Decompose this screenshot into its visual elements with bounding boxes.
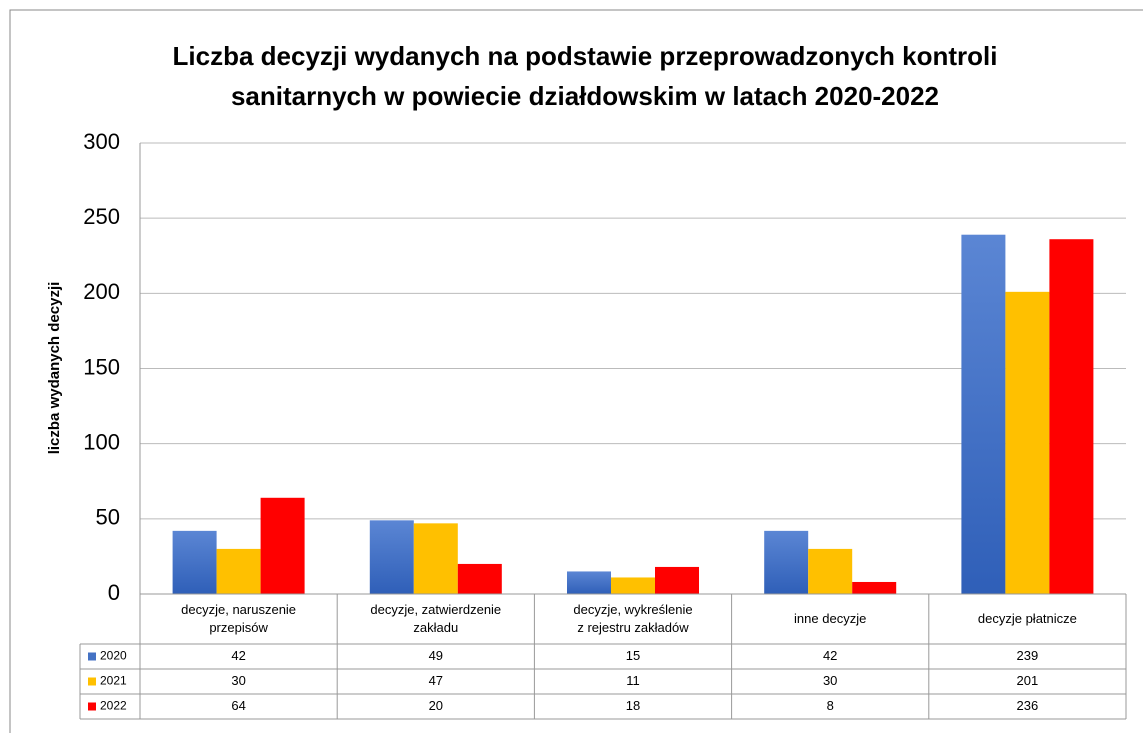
table-value: 8 [827,698,834,713]
y-tick-label: 250 [83,204,120,229]
table-value: 236 [1017,698,1039,713]
bar [172,530,217,594]
table-value: 239 [1017,648,1039,663]
table-value: 11 [626,673,640,688]
table-value: 42 [231,648,245,663]
table-value: 15 [626,648,640,663]
y-tick-label: 100 [83,429,120,454]
x-tick-label: decyzje, naruszenie przepisów [181,602,297,635]
bar [764,530,809,594]
x-tick-label: inne decyzje [794,611,867,626]
table-value: 47 [429,673,443,688]
bar [961,234,1006,594]
bar [567,571,611,594]
bar [369,520,414,594]
y-tick-label: 200 [83,279,120,304]
frame [9,9,1143,733]
table-value: 30 [231,673,245,688]
bar [808,548,853,594]
chart-title: Liczba decyzji wydanych na podstawie prz… [172,41,998,111]
table-value: 49 [429,648,443,663]
bar [260,497,305,594]
bar [655,566,699,594]
y-tick-label: 50 [96,505,120,530]
legend-swatch [88,677,96,686]
y-tick-label: 300 [83,129,120,154]
legend-label: 2020 [100,649,127,663]
bar [1005,291,1050,594]
legend-label: 2022 [100,699,127,713]
x-tick-label: decyzje płatnicze [977,611,1077,626]
y-tick-label: 150 [83,354,120,379]
x-tick-label: decyzje, zatwierdzenie zakładu [370,602,502,635]
x-tick-label: decyzje, wykreślenie z rejestru zakładów [573,602,693,635]
table-value: 201 [1017,673,1039,688]
bar [413,523,458,594]
bar [216,548,261,594]
legend-swatch [88,652,96,661]
y-axis-label: liczba wydanych decyzji [46,282,63,455]
table-value: 42 [823,648,837,663]
bar [457,563,502,594]
y-tick-label: 0 [108,580,120,605]
table-value: 64 [231,698,245,713]
table-value: 18 [626,698,640,713]
legend-swatch [88,702,96,711]
bar [1049,239,1094,595]
bar [852,581,897,594]
table-value: 20 [429,698,443,713]
legend-label: 2021 [100,674,127,688]
table-value: 30 [823,673,837,688]
bar [611,577,655,594]
